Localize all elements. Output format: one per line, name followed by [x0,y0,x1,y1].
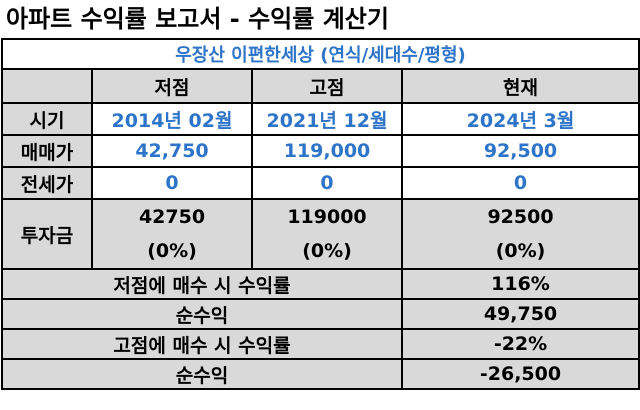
investment-high-amount: 119000 [287,206,367,228]
investment-low: 42750 (0%) [91,198,253,270]
high-profit-value: -26,500 [401,358,640,390]
row-label-period: 시기 [1,102,93,136]
high-return-value: -22% [401,328,640,360]
investment-current: 92500 (0%) [401,198,640,270]
jeonse-current: 0 [401,166,640,200]
row-label-price: 매매가 [1,134,93,168]
investment-low-ratio: (0%) [147,240,197,262]
jeonse-high: 0 [251,166,403,200]
investment-high: 119000 (0%) [251,198,403,270]
investment-current-ratio: (0%) [495,240,546,262]
low-profit-label: 순수익 [1,298,403,330]
column-header-current: 현재 [401,68,640,104]
column-header-low: 저점 [91,68,253,104]
investment-current-amount: 92500 [487,206,554,228]
low-return-label: 저점에 매수 시 수익률 [1,268,403,300]
investment-high-ratio: (0%) [302,240,352,262]
period-current: 2024년 3월 [401,102,640,136]
row-label-investment: 투자금 [1,198,93,270]
low-return-value: 116% [401,268,640,300]
price-low: 42,750 [91,134,253,168]
page-title: 아파트 수익률 보고서 - 수익률 계산기 [6,5,389,33]
column-header-high: 고점 [251,68,403,104]
price-current: 92,500 [401,134,640,168]
low-profit-value: 49,750 [401,298,640,330]
jeonse-low: 0 [91,166,253,200]
period-low: 2014년 02월 [91,102,253,136]
high-profit-label: 순수익 [1,358,403,390]
calculator-table: 우장산 이편한세상 (연식/세대수/평형) 저점 고점 현재 시기 2014년 … [1,38,640,390]
row-label-jeonse: 전세가 [1,166,93,200]
investment-low-amount: 42750 [138,206,206,228]
high-return-label: 고점에 매수 시 수익률 [1,328,403,360]
period-high: 2021년 12월 [251,102,403,136]
header-empty-cell [1,68,93,104]
price-high: 119,000 [251,134,403,168]
apartment-subtitle: 우장산 이편한세상 (연식/세대수/평형) [1,38,640,70]
